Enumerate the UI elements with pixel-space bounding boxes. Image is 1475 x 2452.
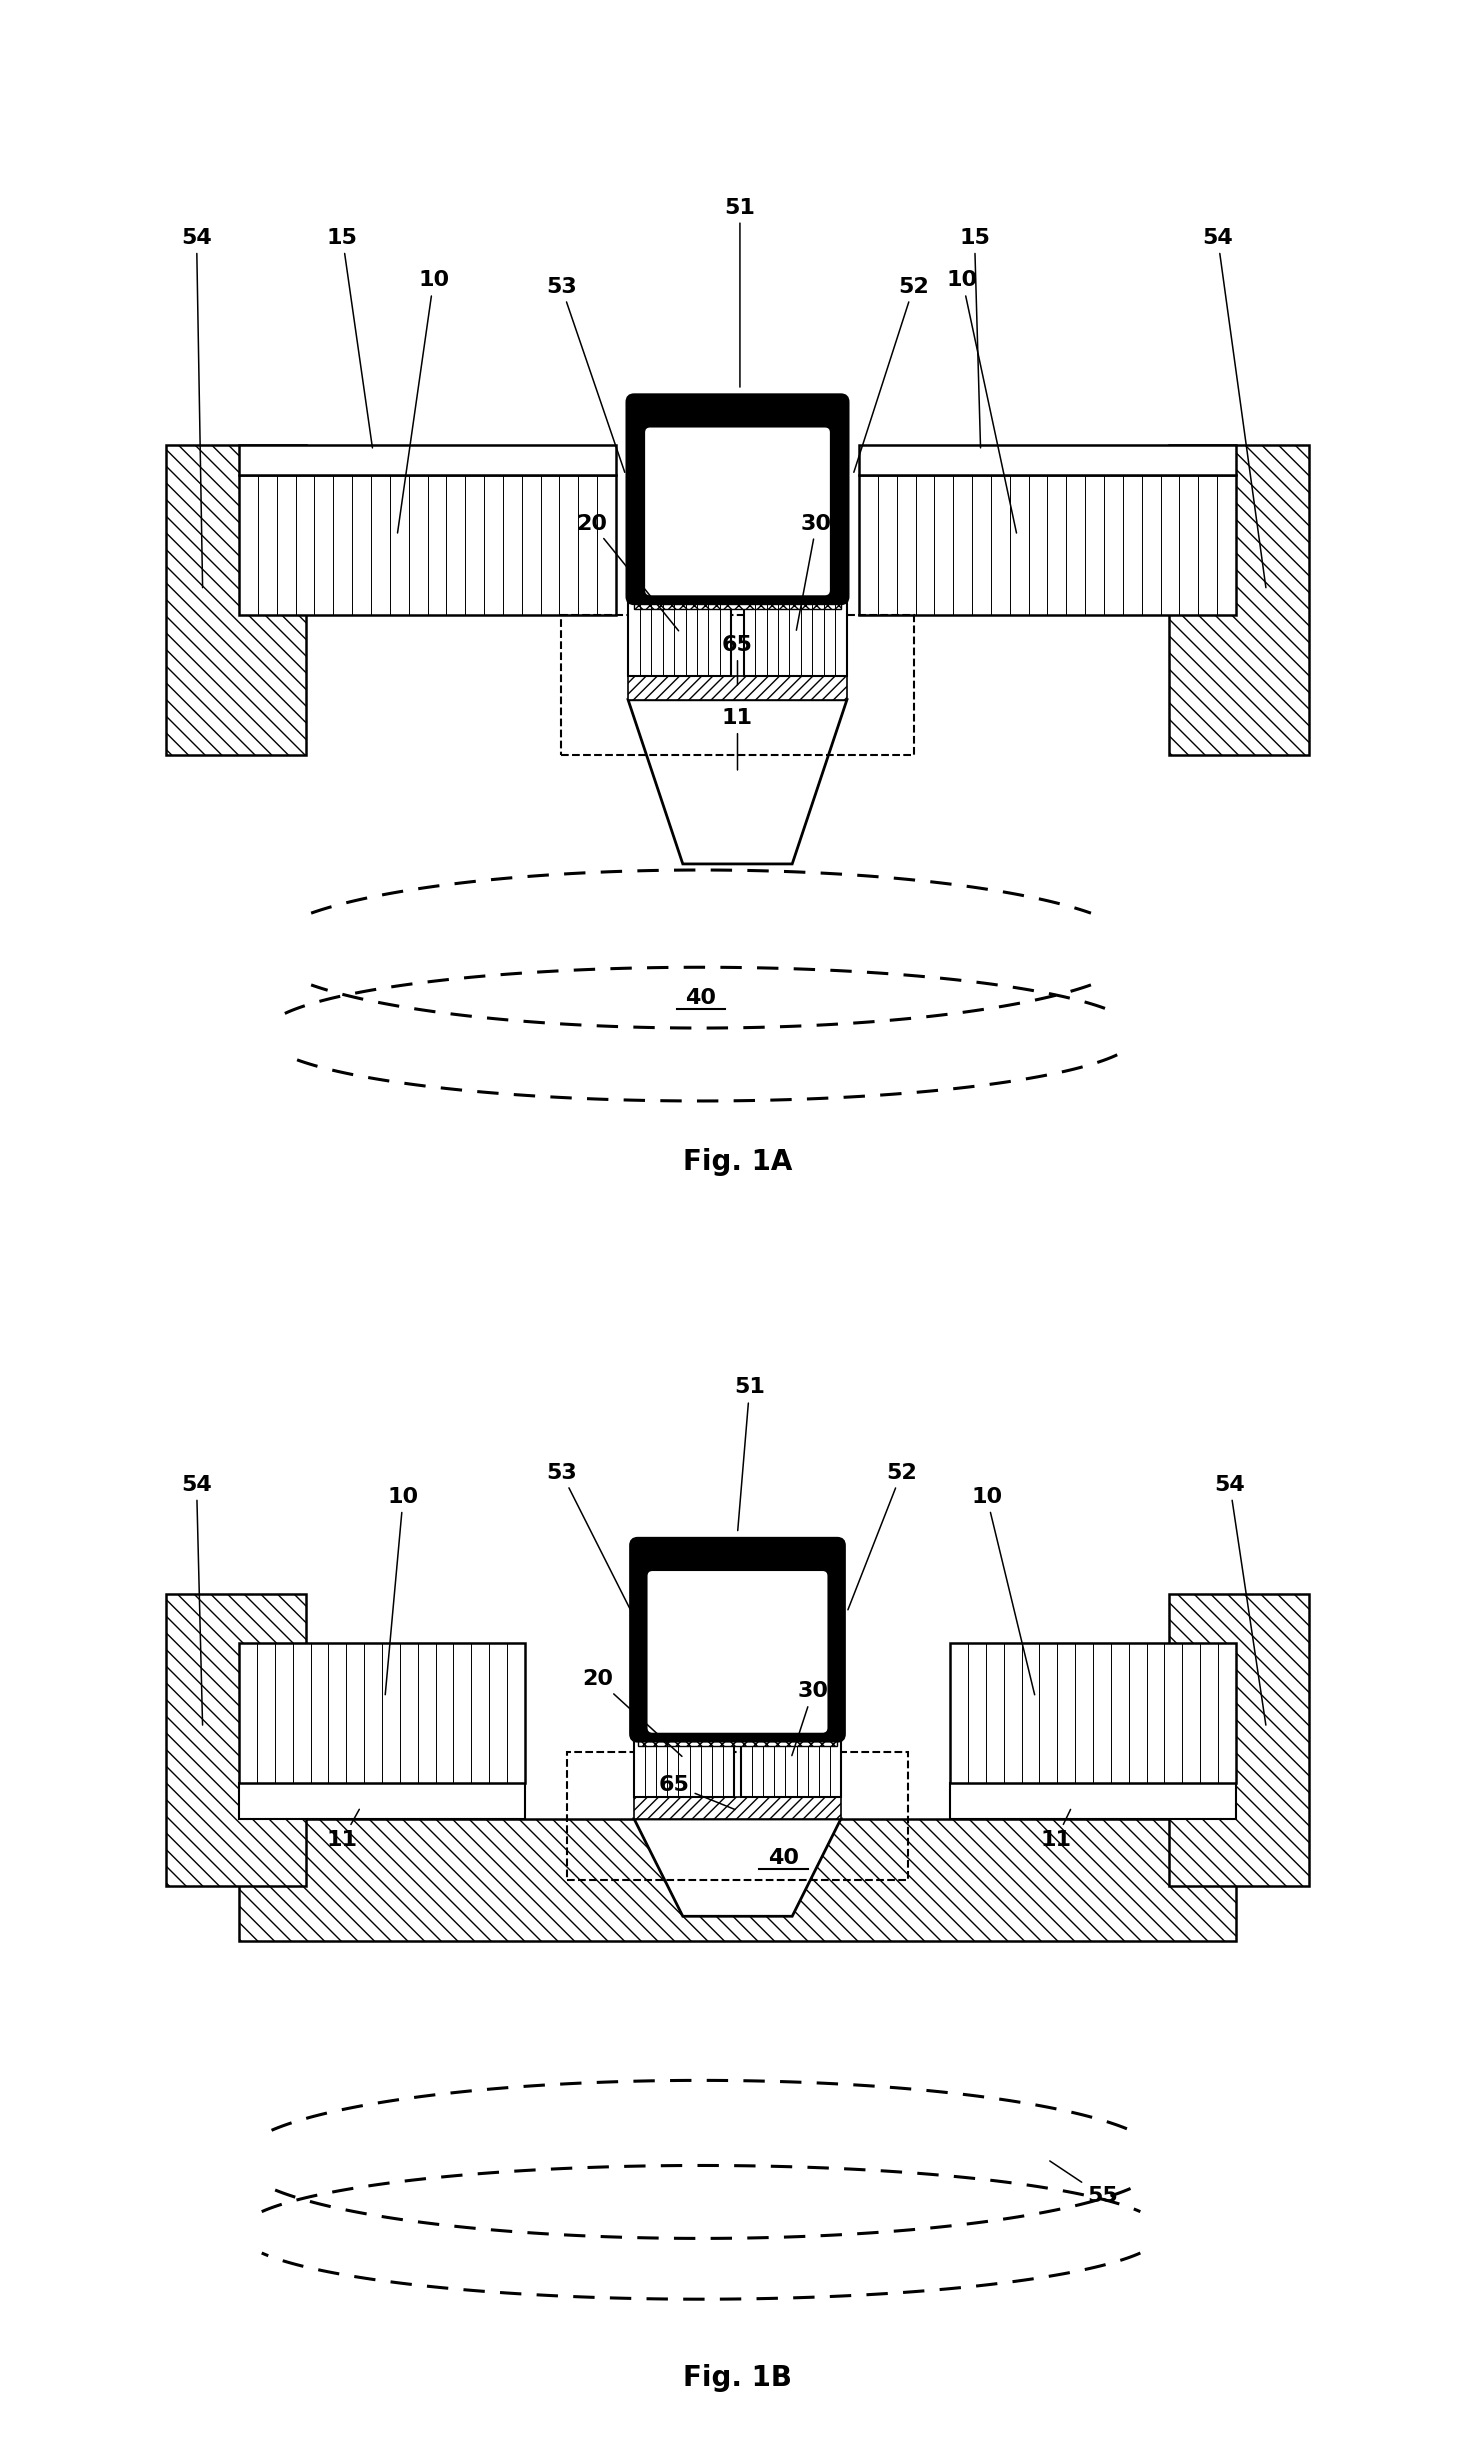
Text: 54: 54 <box>181 228 212 588</box>
Bar <box>637 1729 838 1746</box>
Text: 15: 15 <box>959 228 990 449</box>
Text: 52: 52 <box>848 1461 917 1611</box>
Bar <box>239 1643 525 1783</box>
Bar <box>950 1783 1236 1819</box>
Text: 40: 40 <box>686 988 717 1008</box>
Text: 10: 10 <box>971 1486 1034 1694</box>
Bar <box>562 615 913 755</box>
Bar <box>568 1753 907 1881</box>
Bar <box>167 1594 305 1886</box>
FancyBboxPatch shape <box>630 1537 845 1741</box>
Polygon shape <box>634 1819 841 1917</box>
Text: 20: 20 <box>583 1670 681 1756</box>
Text: 51: 51 <box>724 199 755 387</box>
Text: 54: 54 <box>181 1474 212 1726</box>
FancyBboxPatch shape <box>627 395 848 603</box>
Text: 55: 55 <box>1050 2160 1118 2207</box>
Bar <box>167 444 305 755</box>
FancyBboxPatch shape <box>645 427 830 596</box>
Text: 30: 30 <box>792 1682 829 1756</box>
Text: 53: 53 <box>546 1461 630 1611</box>
Text: 11: 11 <box>1040 1810 1071 1849</box>
Bar <box>1170 444 1308 755</box>
Bar <box>634 1719 735 1797</box>
Bar <box>628 674 847 699</box>
Bar <box>858 476 1236 615</box>
Bar <box>239 1819 1236 1940</box>
Text: 11: 11 <box>327 1810 360 1849</box>
Text: 30: 30 <box>796 512 832 630</box>
Bar <box>239 1783 525 1819</box>
Bar <box>743 591 847 674</box>
Text: 10: 10 <box>385 1486 419 1694</box>
Text: Fig. 1A: Fig. 1A <box>683 1148 792 1177</box>
Text: 40: 40 <box>768 1849 799 1868</box>
Text: 15: 15 <box>327 228 372 449</box>
Bar <box>740 1719 841 1797</box>
Text: Fig. 1B: Fig. 1B <box>683 2364 792 2393</box>
Text: 10: 10 <box>947 270 1016 532</box>
Bar <box>239 444 617 476</box>
Bar <box>858 444 1236 476</box>
Text: 10: 10 <box>398 270 450 532</box>
Text: 54: 54 <box>1214 1474 1266 1726</box>
Text: 53: 53 <box>546 277 625 473</box>
Bar <box>1170 1594 1308 1886</box>
Text: 52: 52 <box>854 277 929 473</box>
Bar <box>634 591 841 608</box>
FancyBboxPatch shape <box>648 1572 827 1734</box>
Text: 54: 54 <box>1202 228 1266 588</box>
Bar <box>628 591 732 674</box>
Bar <box>950 1643 1236 1783</box>
Text: 51: 51 <box>735 1378 766 1530</box>
Bar <box>634 1797 841 1819</box>
Text: 65: 65 <box>723 635 752 684</box>
Bar <box>239 476 617 615</box>
Text: 11: 11 <box>721 709 754 770</box>
Polygon shape <box>628 699 847 863</box>
Text: 65: 65 <box>659 1775 735 1810</box>
Text: 20: 20 <box>577 512 678 630</box>
